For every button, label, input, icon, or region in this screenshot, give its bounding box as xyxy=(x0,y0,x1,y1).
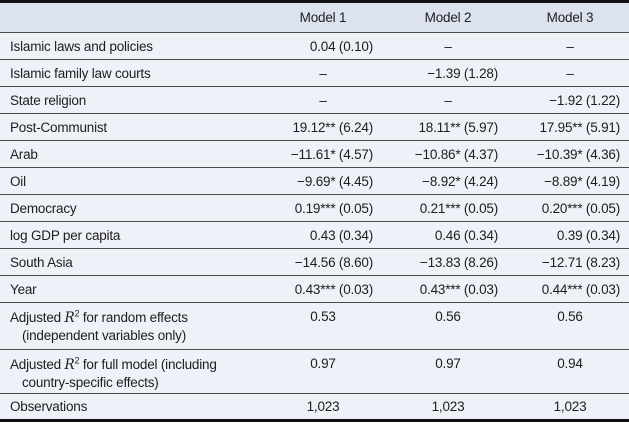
table-row-state-religion: State religion – – −1.92 (1.22) xyxy=(0,86,629,114)
coefficient-cell: −11.61* (4.57) xyxy=(290,146,373,162)
column-header-model-1: Model 1 xyxy=(245,2,381,33)
row-label: Islamic family law courts xyxy=(10,65,151,81)
coefficient-cell: 0.04 (0.10) xyxy=(309,38,373,54)
row-label-line2: country-specific effects) xyxy=(22,375,159,390)
coefficient-cell: 0.39 (0.34) xyxy=(556,227,620,243)
table-row-log-gdp-per-capita: log GDP per capita 0.43 (0.34) 0.46 (0.3… xyxy=(0,221,629,249)
statistic-cell: 1,023 xyxy=(553,399,587,414)
coefficient-cell: 0.43*** (0.03) xyxy=(294,281,373,297)
coefficient-cell: −1.92 (1.22) xyxy=(549,92,620,108)
coefficient-cell: 0.44*** (0.03) xyxy=(541,281,620,297)
row-label: Year xyxy=(10,281,37,297)
coefficient-cell: 17.95** (5.91) xyxy=(539,119,620,135)
row-label: State religion xyxy=(10,92,86,108)
coefficient-cell: 0.46 (0.34) xyxy=(434,227,498,243)
coefficient-cell: −10.39* (4.36) xyxy=(536,146,620,162)
row-label: Islamic laws and policies xyxy=(10,38,153,54)
empty-cell: – xyxy=(444,38,452,54)
row-label: Observations xyxy=(10,399,88,414)
coefficient-cell: −1.39 (1.28) xyxy=(427,65,498,81)
row-label: Post-Communist xyxy=(10,119,107,135)
row-label: log GDP per capita xyxy=(10,227,121,243)
table-row-islamic-laws-and-policies: Islamic laws and policies 0.04 (0.10) – … xyxy=(0,32,629,60)
row-label: Oil xyxy=(10,173,26,189)
column-header-model-3: Model 3 xyxy=(506,2,629,33)
coefficient-cell: 0.21*** (0.05) xyxy=(419,200,498,216)
table-row-post-communist: Post-Communist 19.12** (6.24) 18.11** (5… xyxy=(0,113,629,141)
coefficient-cell: 0.20*** (0.05) xyxy=(541,200,620,216)
row-label-line2: (independent variables only) xyxy=(22,328,187,343)
column-header-label: Model 3 xyxy=(546,10,594,25)
statistic-cell: 0.56 xyxy=(557,309,583,324)
column-header-model-2: Model 2 xyxy=(381,2,506,33)
row-label: South Asia xyxy=(10,254,73,270)
coefficient-cell: −10.86* (4.37) xyxy=(414,146,498,162)
coefficient-cell: −12.71 (8.23) xyxy=(541,254,620,270)
coefficient-cell: 0.43*** (0.03) xyxy=(419,281,498,297)
statistic-cell: 0.56 xyxy=(435,309,461,324)
row-label: Arab xyxy=(10,146,38,162)
column-header-label: Model 2 xyxy=(424,10,472,25)
superscript-2: 2 xyxy=(74,355,80,366)
statistic-cell: 1,023 xyxy=(431,399,465,414)
empty-cell: – xyxy=(319,92,327,108)
r-symbol: R xyxy=(64,310,75,326)
table-header-row: Model 1 Model 2 Model 3 xyxy=(0,1,629,33)
table-row-oil: Oil −9.69* (4.45) −8.92* (4.24) −8.89* (… xyxy=(0,167,629,195)
table-row-islamic-family-law-courts: Islamic family law courts – −1.39 (1.28)… xyxy=(0,59,629,87)
statistic-cell: 0.53 xyxy=(310,309,336,324)
table-row-south-asia: South Asia −14.56 (8.60) −13.83 (8.26) −… xyxy=(0,248,629,276)
table-row-arab: Arab −11.61* (4.57) −10.86* (4.37) −10.3… xyxy=(0,140,629,168)
empty-cell: – xyxy=(444,92,452,108)
statistic-cell: 0.97 xyxy=(435,356,461,371)
column-header-label: Model 1 xyxy=(299,10,347,25)
table-row-democracy: Democracy 0.19*** (0.05) 0.21*** (0.05) … xyxy=(0,194,629,222)
statistic-cell: 0.94 xyxy=(557,356,583,371)
coefficient-cell: 0.19*** (0.05) xyxy=(294,200,373,216)
table-row-observations: Observations 1,023 1,023 1,023 xyxy=(0,393,629,421)
coefficient-cell: −8.89* (4.19) xyxy=(544,173,620,189)
row-label: Adjusted R2 for random effects (independ… xyxy=(0,303,245,350)
table-row-adjusted-r2-full-model: Adjusted R2 for full model (including co… xyxy=(0,349,629,394)
coefficient-cell: −14.56 (8.60) xyxy=(294,254,373,270)
header-empty-cell xyxy=(0,2,245,33)
coefficient-cell: −8.92* (4.24) xyxy=(422,173,498,189)
row-label: Adjusted R2 for full model (including co… xyxy=(0,350,245,394)
empty-cell: – xyxy=(566,65,574,81)
empty-cell: – xyxy=(319,65,327,81)
r-symbol: R xyxy=(64,357,75,373)
table-row-adjusted-r2-random-effects: Adjusted R2 for random effects (independ… xyxy=(0,302,629,350)
row-label: Democracy xyxy=(10,200,77,216)
coefficient-cell: −9.69* (4.45) xyxy=(297,173,373,189)
statistic-cell: 0.97 xyxy=(310,356,336,371)
statistic-cell: 1,023 xyxy=(306,399,340,414)
empty-cell: – xyxy=(566,38,574,54)
superscript-2: 2 xyxy=(74,308,80,319)
coefficient-cell: 0.43 (0.34) xyxy=(309,227,373,243)
coefficient-cell: 18.11** (5.97) xyxy=(418,119,498,135)
coefficient-cell: −13.83 (8.26) xyxy=(419,254,498,270)
coefficient-cell: 19.12** (6.24) xyxy=(292,119,373,135)
table-row-year: Year 0.43*** (0.03) 0.43*** (0.03) 0.44*… xyxy=(0,275,629,303)
